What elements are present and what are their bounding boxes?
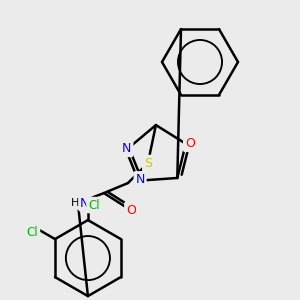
Text: N: N — [122, 142, 132, 155]
Text: Cl: Cl — [88, 199, 100, 212]
Text: N: N — [135, 173, 145, 186]
Text: H: H — [71, 198, 79, 208]
Text: O: O — [126, 204, 136, 217]
Text: Cl: Cl — [27, 226, 38, 238]
Text: N: N — [80, 196, 90, 210]
Text: O: O — [185, 137, 195, 150]
Text: S: S — [144, 157, 152, 169]
